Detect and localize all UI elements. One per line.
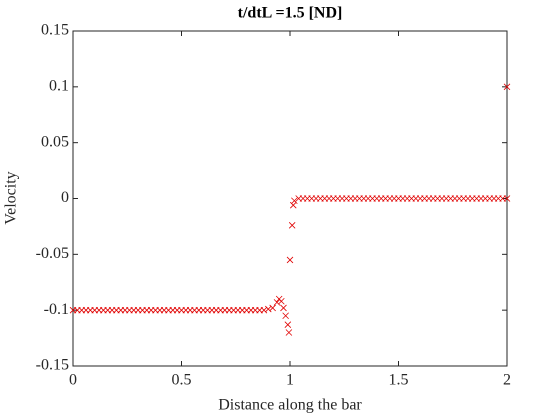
marker bbox=[285, 329, 293, 336]
marker bbox=[282, 312, 289, 320]
marker bbox=[280, 304, 287, 312]
y-tick-label: -0.15 bbox=[36, 357, 69, 374]
marker bbox=[269, 304, 276, 312]
marker bbox=[265, 305, 272, 313]
marker bbox=[503, 83, 511, 91]
marker bbox=[286, 256, 294, 264]
chart-title: t/dtL =1.5 [ND] bbox=[238, 5, 343, 22]
x-tick-label: 0.5 bbox=[172, 372, 192, 389]
marker bbox=[289, 201, 297, 209]
y-tick-label: 0.1 bbox=[49, 78, 69, 95]
x-tick-label: 1.5 bbox=[389, 372, 409, 389]
y-axis-label: Velocity bbox=[3, 171, 20, 224]
marker bbox=[291, 197, 298, 205]
x-tick-label: 2 bbox=[503, 372, 511, 389]
marker bbox=[288, 222, 296, 229]
x-tick-label: 0 bbox=[69, 372, 77, 389]
marker bbox=[260, 306, 268, 314]
axes-box bbox=[72, 30, 508, 367]
marker bbox=[273, 299, 281, 306]
marker bbox=[503, 195, 511, 202]
y-tick-label: 0.15 bbox=[41, 22, 69, 39]
x-tick-label: 1 bbox=[286, 372, 294, 389]
marker bbox=[284, 321, 292, 328]
y-tick-label: -0.1 bbox=[44, 301, 69, 318]
y-tick-label: 0 bbox=[61, 189, 69, 206]
y-tick-label: 0.05 bbox=[41, 133, 69, 150]
y-tick-label: -0.05 bbox=[36, 245, 69, 262]
x-axis-label: Distance along the bar bbox=[218, 397, 362, 414]
marker bbox=[278, 297, 285, 305]
